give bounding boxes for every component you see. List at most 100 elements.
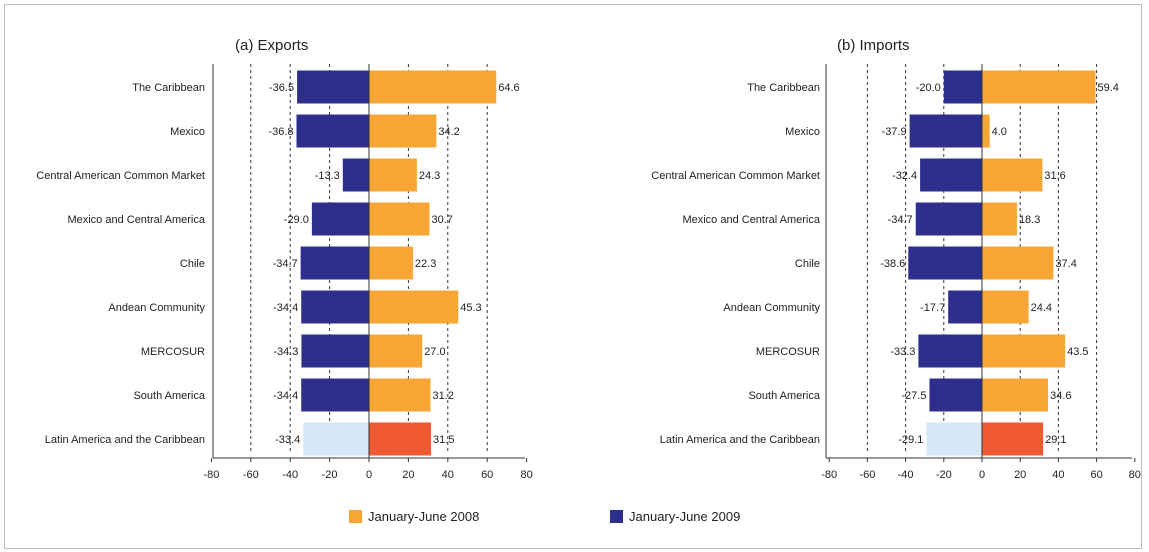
value-label-2009: -17.7 xyxy=(920,302,945,314)
category-label: South America xyxy=(748,390,820,402)
bar-2009 xyxy=(303,422,369,456)
category-label: South America xyxy=(133,390,205,402)
exports-panel: (a) Exports The Caribbean 64.6 -36.5 Mexico 3… xyxy=(36,37,532,481)
x-tick-label: 20 xyxy=(402,469,414,481)
bar-2009 xyxy=(301,290,369,324)
bar-2009 xyxy=(948,290,982,324)
bar-2008 xyxy=(982,422,1044,456)
value-label-2009: -36.8 xyxy=(268,126,293,138)
value-label-2008: 31.5 xyxy=(433,434,454,446)
value-label-2008: 24.4 xyxy=(1031,302,1052,314)
category-label: Mexico and Central America xyxy=(682,214,820,226)
bar-2008 xyxy=(369,70,497,104)
x-tick-label: 0 xyxy=(366,469,372,481)
legend-label-2009: January-June 2009 xyxy=(629,509,741,524)
value-label-2009: -34.4 xyxy=(273,390,298,402)
value-label-2008: 27.0 xyxy=(424,346,445,358)
category-label: Latin America and the Caribbean xyxy=(45,434,205,446)
x-tick-label: -40 xyxy=(898,469,914,481)
bar-2008 xyxy=(982,114,990,148)
x-tick-label: -20 xyxy=(936,469,952,481)
category-label: Mexico xyxy=(785,126,820,138)
value-label-2009: -33.3 xyxy=(890,346,915,358)
bar-2008 xyxy=(982,378,1049,412)
bar-2009 xyxy=(300,246,369,280)
x-tick-label: 80 xyxy=(520,469,532,481)
chart-title: (a) Exports xyxy=(235,37,308,54)
legend-item-2008: January-June 2008 xyxy=(349,509,479,524)
x-tick-label: -80 xyxy=(203,469,219,481)
value-label-2009: -13.3 xyxy=(315,170,340,182)
value-label-2009: -38.6 xyxy=(880,258,905,270)
value-label-2008: 22.3 xyxy=(415,258,436,270)
value-label-2009: -27.5 xyxy=(901,390,926,402)
value-label-2009: -29.1 xyxy=(898,434,923,446)
bar-2009 xyxy=(908,246,982,280)
legend-swatch-2008 xyxy=(349,510,362,523)
x-tick-label: 40 xyxy=(1052,469,1064,481)
bar-2009 xyxy=(297,70,369,104)
bar-2009 xyxy=(301,334,369,368)
bar-2008 xyxy=(369,334,423,368)
value-label-2009: -34.7 xyxy=(888,214,913,226)
bar-2009 xyxy=(909,114,982,148)
bar-2008 xyxy=(982,202,1017,236)
category-label: Mexico and Central America xyxy=(67,214,205,226)
category-label: Central American Common Market xyxy=(651,170,820,182)
bar-2009 xyxy=(301,378,369,412)
chart-title: (b) Imports xyxy=(837,37,910,54)
value-label-2009: -37.9 xyxy=(882,126,907,138)
bar-2008 xyxy=(982,70,1096,104)
chart-frame xyxy=(4,4,1142,549)
value-label-2008: 59.4 xyxy=(1097,82,1118,94)
x-tick-label: 20 xyxy=(1014,469,1026,481)
category-label: Chile xyxy=(795,258,820,270)
x-tick-label: 80 xyxy=(1129,469,1141,481)
bar-2008 xyxy=(982,246,1054,280)
legend-label-2008: January-June 2008 xyxy=(368,509,480,524)
value-label-2008: 31.6 xyxy=(1044,170,1065,182)
bar-2008 xyxy=(982,158,1043,192)
bar-2008 xyxy=(369,422,432,456)
value-label-2008: 24.3 xyxy=(419,170,440,182)
category-label: The Caribbean xyxy=(747,82,820,94)
bar-2008 xyxy=(369,246,413,280)
category-label: The Caribbean xyxy=(132,82,205,94)
x-tick-label: -60 xyxy=(243,469,259,481)
value-label-2009: -32.4 xyxy=(892,170,917,182)
value-label-2008: 31.2 xyxy=(432,390,453,402)
value-label-2008: 34.2 xyxy=(438,126,459,138)
value-label-2009: -34.3 xyxy=(273,346,298,358)
x-tick-label: 0 xyxy=(979,469,985,481)
value-label-2008: 29.1 xyxy=(1045,434,1066,446)
category-label: MERCOSUR xyxy=(141,346,205,358)
bar-2009 xyxy=(920,158,982,192)
bar-2009 xyxy=(918,334,982,368)
category-label: Andean Community xyxy=(108,302,205,314)
value-label-2008: 64.6 xyxy=(498,82,519,94)
x-tick-label: -60 xyxy=(859,469,875,481)
category-label: Mexico xyxy=(170,126,205,138)
x-tick-label: 40 xyxy=(442,469,454,481)
bar-2008 xyxy=(982,290,1029,324)
bar-2009 xyxy=(929,378,982,412)
value-label-2009: -29.0 xyxy=(284,214,309,226)
value-label-2008: 45.3 xyxy=(460,302,481,314)
bar-2008 xyxy=(369,158,417,192)
bar-2009 xyxy=(342,158,369,192)
bar-2008 xyxy=(369,290,459,324)
value-label-2009: -20.0 xyxy=(916,82,941,94)
value-label-2009: -34.4 xyxy=(273,302,298,314)
value-label-2009: -36.5 xyxy=(269,82,294,94)
value-label-2008: 30.7 xyxy=(431,214,452,226)
bar-2009 xyxy=(943,70,982,104)
x-tick-label: 60 xyxy=(481,469,493,481)
category-label: MERCOSUR xyxy=(756,346,820,358)
bar-2008 xyxy=(369,202,430,236)
value-label-2008: 34.6 xyxy=(1050,390,1071,402)
bar-2009 xyxy=(311,202,369,236)
category-label: Latin America and the Caribbean xyxy=(660,434,820,446)
value-label-2008: 43.5 xyxy=(1067,346,1088,358)
value-label-2009: -33.4 xyxy=(275,434,300,446)
